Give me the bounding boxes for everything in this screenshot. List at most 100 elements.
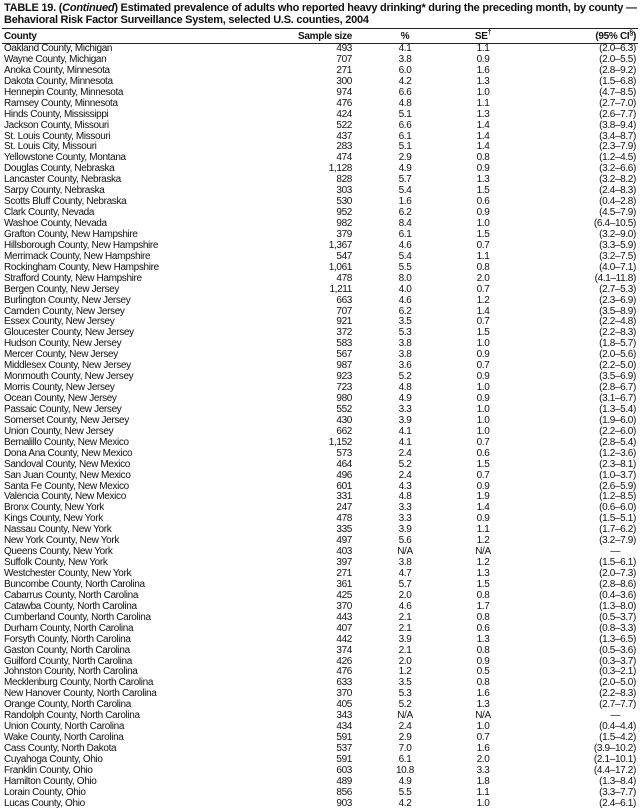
percent: 8.4 bbox=[398, 218, 412, 229]
header-se: SE† bbox=[474, 29, 492, 42]
county-name: Franklin County, Ohio bbox=[4, 764, 93, 776]
table-row: Wake County, North Carolina 591 2.9 0.7 (1.5… bbox=[0, 732, 640, 744]
percent: 4.2 bbox=[398, 797, 412, 809]
standard-error: 0.9 bbox=[476, 371, 490, 383]
standard-error: 1.0 bbox=[476, 338, 490, 350]
sample-size: 489 bbox=[336, 775, 352, 787]
sample-size: 434 bbox=[336, 721, 352, 733]
table-row: Anoka County, Minnesota 271 6.0 1.6 (2.8–9.2… bbox=[0, 64, 640, 77]
percent: 4.6 bbox=[398, 294, 412, 306]
confidence-interval: — bbox=[610, 546, 620, 558]
confidence-interval: (4.7–8.5) bbox=[599, 86, 636, 98]
table-row: Mercer County, New Jersey 567 3.8 0.9 (2.0–5… bbox=[0, 349, 640, 361]
sample-size: 603 bbox=[336, 764, 352, 776]
table-row: Bronx County, New York 247 3.3 1.4 (0.6–6.0) bbox=[0, 502, 640, 514]
title-continued: Continued bbox=[62, 2, 115, 14]
standard-error: 1.1 bbox=[476, 97, 490, 109]
percent: 5.4 bbox=[398, 250, 412, 262]
confidence-interval: (1.3–6.5) bbox=[599, 633, 636, 645]
table-row: Queens County, New York 403 N/A N/A — bbox=[0, 546, 640, 558]
percent: 3.5 bbox=[398, 316, 412, 328]
standard-error: 1.3 bbox=[476, 174, 490, 186]
table-title: TABLE 19. (Continued) Estimated prevalen… bbox=[4, 2, 640, 26]
table-row: Clark County, Nevada 952 6.2 0.9 (4.5–7.9) bbox=[0, 207, 640, 219]
standard-error: 1.4 bbox=[476, 141, 490, 153]
county-name: Essex County, New Jersey bbox=[4, 316, 115, 328]
confidence-interval: (2.0–6.3) bbox=[599, 43, 636, 54]
confidence-interval: (2.8–5.4) bbox=[599, 436, 636, 448]
county-name: Hamilton County, Ohio bbox=[4, 775, 97, 787]
percent: 2.0 bbox=[398, 655, 412, 667]
confidence-interval: (4.1–11.8) bbox=[594, 272, 637, 284]
county-name: Dona Ana County, New Mexico bbox=[4, 447, 133, 459]
county-name: Hudson County, New Jersey bbox=[4, 338, 122, 350]
confidence-interval: (2.3–6.9) bbox=[599, 294, 636, 306]
sample-size: 443 bbox=[336, 611, 352, 623]
confidence-interval: (2.8–9.2) bbox=[599, 64, 636, 76]
confidence-interval: (0.5–3.7) bbox=[599, 611, 636, 623]
confidence-interval: (2.7–5.3) bbox=[599, 283, 636, 295]
table-row: Yellowstone County, Montana 474 2.9 0.8 (1.2… bbox=[0, 152, 640, 164]
confidence-interval: (0.3–2.1) bbox=[599, 666, 636, 678]
table-row: Hinds County, Mississippi 424 5.1 1.3 (2.6–7… bbox=[0, 109, 640, 121]
percent: N/A bbox=[397, 710, 413, 722]
table-row: Nassau County, New York 335 3.9 1.1 (1.7–6.2… bbox=[0, 524, 640, 536]
table-row: St. Louis County, Missouri 437 6.1 1.4 (3.4–… bbox=[0, 130, 640, 143]
sample-size: 496 bbox=[336, 469, 352, 481]
county-name: New York County, New York bbox=[4, 535, 120, 547]
standard-error: N/A bbox=[475, 546, 491, 558]
sample-size: 952 bbox=[336, 207, 352, 219]
confidence-interval: (1.8–5.7) bbox=[599, 338, 636, 350]
table-row: Valencia County, New Mexico 331 4.8 1.9 (1.2… bbox=[0, 491, 640, 503]
sample-size: 493 bbox=[336, 43, 352, 54]
confidence-interval: (3.2–6.6) bbox=[599, 163, 636, 175]
county-name: Johnston County, North Carolina bbox=[4, 666, 138, 678]
table-row: Union County, New Jersey 662 4.1 1.0 (2.2–6.… bbox=[0, 425, 640, 438]
confidence-interval: (1.3–8.0) bbox=[599, 600, 636, 612]
table-row: Douglas County, Nebraska 1,128 4.9 0.9 (3.2–… bbox=[0, 163, 640, 175]
footnote-dagger: † bbox=[487, 29, 492, 37]
sample-size: 567 bbox=[336, 349, 352, 361]
standard-error: 0.8 bbox=[476, 644, 490, 656]
confidence-interval: (2.8–6.7) bbox=[599, 382, 636, 394]
table-row: Durham County, North Carolina 407 2.1 0.6 (0… bbox=[0, 623, 640, 635]
county-name: St. Louis County, Missouri bbox=[4, 130, 111, 142]
confidence-interval: (2.4–6.1) bbox=[599, 797, 636, 809]
sample-size: 662 bbox=[336, 425, 352, 437]
percent: 3.8 bbox=[398, 349, 412, 361]
confidence-interval: (3.3–7.7) bbox=[599, 786, 636, 798]
county-name: San Juan County, New Mexico bbox=[4, 469, 131, 481]
confidence-interval: (3.5–6.9) bbox=[599, 371, 636, 383]
sample-size: 379 bbox=[336, 228, 352, 240]
county-name: Union County, North Carolina bbox=[4, 721, 125, 733]
percent: 4.7 bbox=[398, 568, 412, 579]
standard-error: 1.0 bbox=[476, 414, 490, 426]
sample-size: 476 bbox=[336, 97, 352, 109]
standard-error: 0.9 bbox=[476, 163, 490, 175]
percent: 3.8 bbox=[398, 338, 412, 350]
percent: 4.1 bbox=[398, 436, 412, 448]
county-name: Bernalillo County, New Mexico bbox=[4, 436, 129, 448]
confidence-interval: — bbox=[610, 710, 620, 722]
table-row: Burlington County, New Jersey 663 4.6 1.2 (2… bbox=[0, 294, 640, 307]
table-row: Hamilton County, Ohio 489 4.9 1.8 (1.3–8.4) bbox=[0, 775, 640, 788]
county-name: Passaic County, New Jersey bbox=[4, 403, 122, 415]
standard-error: 0.9 bbox=[476, 207, 490, 219]
standard-error: 1.3 bbox=[476, 75, 490, 87]
sample-size: 591 bbox=[336, 732, 352, 744]
standard-error: 1.3 bbox=[476, 568, 490, 579]
table-row: Gaston County, North Carolina 374 2.1 0.8 (0… bbox=[0, 644, 640, 657]
table-row: Bernalillo County, New Mexico 1,152 4.1 0.7… bbox=[0, 436, 640, 449]
county-name: New Hanover County, North Carolina bbox=[4, 688, 157, 700]
confidence-interval: (4.5–7.9) bbox=[599, 207, 636, 219]
table-row: Somerset County, New Jersey 430 3.9 1.0 (1.9… bbox=[0, 414, 640, 427]
sample-size: 987 bbox=[336, 360, 352, 372]
percent: 3.3 bbox=[398, 403, 412, 415]
table-row: Lucas County, Ohio 903 4.2 1.0 (2.4–6.1) bbox=[0, 797, 640, 810]
sample-size: 478 bbox=[336, 272, 352, 284]
percent: 3.9 bbox=[398, 524, 412, 536]
title-line-1: TABLE 19. (Continued) Estimated prevalen… bbox=[4, 2, 637, 14]
percent: 5.2 bbox=[398, 371, 412, 383]
standard-error: 1.0 bbox=[476, 86, 490, 98]
confidence-interval: (0.4–4.4) bbox=[599, 721, 636, 733]
